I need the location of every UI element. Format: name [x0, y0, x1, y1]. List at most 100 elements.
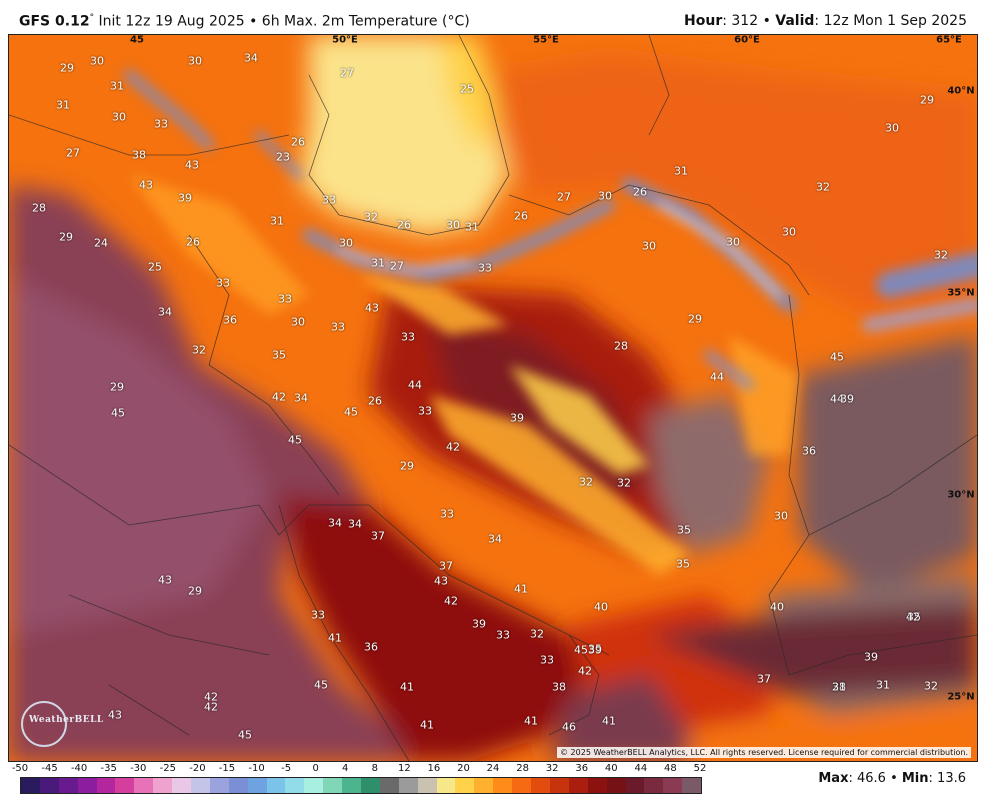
temperature-label: 35 — [272, 348, 286, 362]
temperature-label: 34 — [158, 305, 172, 319]
temperature-label: 33 — [331, 320, 345, 334]
colorbar-swatch — [342, 778, 362, 793]
colorbar-tick-label: -5 — [281, 763, 292, 774]
temperature-label: 45 — [238, 728, 252, 742]
temperature-label: 32 — [934, 248, 948, 262]
temperature-label: 26 — [633, 185, 647, 199]
colorbar-tick-label: -20 — [189, 763, 206, 774]
valid-value: : 12z Mon 1 Sep 2025 — [814, 13, 967, 29]
temperature-label: 45 — [574, 643, 588, 657]
temperature-label: 40 — [594, 600, 608, 614]
temperature-label: 28 — [32, 201, 46, 215]
temperature-label: 30 — [291, 315, 305, 329]
hour-label: Hour — [684, 13, 723, 29]
max-min-stats: Max: 46.6 • Min: 13.6 — [818, 771, 966, 786]
temperature-label: 32 — [816, 180, 830, 194]
temperature-label: 33 — [322, 193, 336, 207]
temperature-label: 27 — [390, 259, 404, 273]
colorbar-swatch — [587, 778, 607, 793]
colorbar-swatch — [134, 778, 154, 793]
temperature-map[interactable]: WeatherBELL © 2025 WeatherBELL Analytics… — [8, 34, 978, 762]
colorbar-swatch — [96, 778, 116, 793]
temperature-label: 46 — [562, 720, 576, 734]
temperature-label: 37 — [439, 559, 453, 573]
temperature-label: 41 — [602, 714, 616, 728]
colorbar-swatch — [379, 778, 399, 793]
temperature-label: 25 — [148, 260, 162, 274]
temperature-label: 45 — [344, 405, 358, 419]
temperature-label: 35 — [677, 523, 691, 537]
temperature-label: 33 — [311, 608, 325, 622]
colorbar-swatch — [455, 778, 475, 793]
header-title: GFS 0.12° Init 12z 19 Aug 2025 • 6h Max.… — [19, 13, 470, 30]
temperature-label: 26 — [514, 209, 528, 223]
colorbar-swatch — [58, 778, 78, 793]
temperature-label: 45 — [830, 350, 844, 364]
coordinate-label: 35°N — [947, 287, 975, 299]
colorbar-swatch — [153, 778, 173, 793]
temperature-label: 26 — [397, 218, 411, 232]
copyright-notice: © 2025 WeatherBELL Analytics, LLC. All r… — [557, 747, 971, 758]
temperature-label: 31 — [832, 680, 846, 694]
colorbar-swatch — [77, 778, 97, 793]
temperature-label: 30 — [188, 54, 202, 68]
max-value: : 46.6 • — [848, 771, 902, 786]
colorbar-tick-label: -15 — [218, 763, 236, 774]
colorbar-tick-label: -30 — [130, 763, 147, 774]
colorbar-tick-label: 44 — [634, 763, 648, 774]
temperature-label: 30 — [112, 110, 126, 124]
temperature-label: 43 — [185, 158, 199, 172]
temperature-label: 33 — [401, 330, 415, 344]
colorbar-tick-label: 8 — [371, 763, 378, 774]
colorbar-tick-label: 24 — [486, 763, 500, 774]
colorbar-swatch — [644, 778, 664, 793]
temperature-label: 37 — [757, 672, 771, 686]
temperature-label: 30 — [885, 121, 899, 135]
temperature-label: 29 — [110, 380, 124, 394]
coordinate-label: 55°E — [533, 34, 559, 46]
temperature-label: 30 — [726, 235, 740, 249]
model-label: GFS 0.12 — [19, 13, 90, 30]
degree-mark: ° — [89, 13, 95, 23]
temperature-label: 34 — [348, 517, 362, 531]
temperature-label: 34 — [294, 391, 308, 405]
colorbar-swatch — [115, 778, 135, 793]
temperature-label: 30 — [782, 225, 796, 239]
temperature-label: 23 — [276, 150, 290, 164]
temperature-label: 31 — [270, 214, 284, 228]
logo-text: WeatherBELL — [29, 715, 104, 725]
temperature-label: 45 — [288, 433, 302, 447]
colorbar-swatch — [21, 778, 40, 793]
colorbar-swatch — [663, 778, 683, 793]
temperature-label: 44 — [710, 370, 724, 384]
temperature-label: 39 — [510, 411, 524, 425]
temperature-label: 32 — [192, 343, 206, 357]
temperature-label: 39 — [588, 643, 602, 657]
temperature-label: 30 — [446, 218, 460, 232]
temperature-label: 24 — [94, 236, 108, 250]
header-valid: Hour: 312 • Valid: 12z Mon 1 Sep 2025 — [684, 13, 967, 29]
colorbar-tick-label: 12 — [397, 763, 411, 774]
temperature-label: 28 — [832, 680, 846, 694]
colorbar-swatch — [172, 778, 192, 793]
colorbar-tick-label: 32 — [545, 763, 559, 774]
temperature-label: 33 — [154, 117, 168, 131]
temperature-label: 30 — [598, 189, 612, 203]
colorbar-tick-label: 16 — [427, 763, 441, 774]
temperature-label: 27 — [340, 66, 354, 80]
colorbar-tick-label: 36 — [575, 763, 589, 774]
temperature-label: 35 — [676, 557, 690, 571]
temperature-label: 38 — [552, 680, 566, 694]
colorbar-tick-label: -45 — [41, 763, 58, 774]
weatherbell-logo: WeatherBELL — [21, 701, 103, 747]
temperature-label: 39 — [178, 191, 192, 205]
max-label: Max — [818, 771, 849, 786]
temperature-label: 41 — [524, 714, 538, 728]
temperature-label: 41 — [328, 631, 342, 645]
temperature-label: 30 — [642, 239, 656, 253]
coordinate-label: 65°E — [936, 34, 962, 46]
colorbar-swatch — [304, 778, 324, 793]
temperature-label: 43 — [139, 178, 153, 192]
temperature-label: 31 — [876, 678, 890, 692]
colorbar-swatch — [266, 778, 286, 793]
